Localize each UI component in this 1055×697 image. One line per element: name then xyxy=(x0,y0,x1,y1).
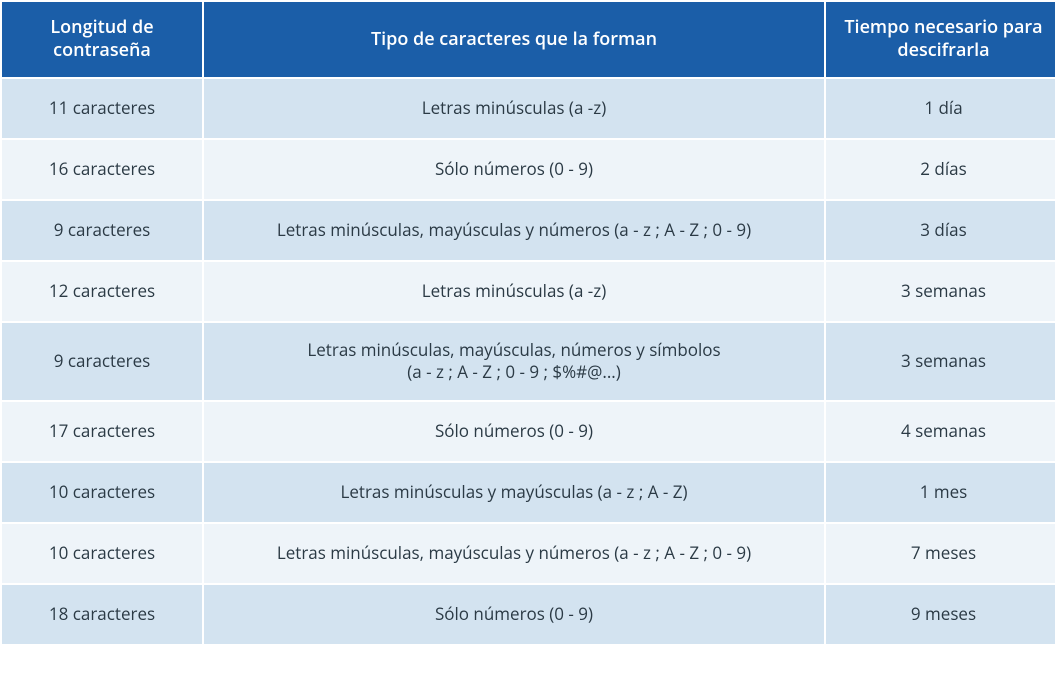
cell-type: Letras minúsculas y mayúsculas (a - z ; … xyxy=(204,463,824,522)
table-row: 16 caracteres Sólo números (0 - 9) 2 día… xyxy=(2,140,1055,199)
cell-length: 18 caracteres xyxy=(2,585,202,644)
cell-time: 3 semanas xyxy=(826,262,1055,321)
cell-type: Sólo números (0 - 9) xyxy=(204,402,824,461)
cell-type: Sólo números (0 - 9) xyxy=(204,140,824,199)
cell-type: Letras minúsculas, mayúsculas, números y… xyxy=(204,323,824,401)
cell-type: Letras minúsculas (a -z) xyxy=(204,79,824,138)
cell-time: 3 semanas xyxy=(826,323,1055,401)
cell-type: Letras minúsculas (a -z) xyxy=(204,262,824,321)
table-row: 12 caracteres Letras minúsculas (a -z) 3… xyxy=(2,262,1055,321)
cell-length: 10 caracteres xyxy=(2,463,202,522)
cell-length: 16 caracteres xyxy=(2,140,202,199)
password-crack-time-table: Longitud de contraseña Tipo de caractere… xyxy=(0,0,1055,646)
cell-length: 9 caracteres xyxy=(2,201,202,260)
table-row: 9 caracteres Letras minúsculas, mayúscul… xyxy=(2,201,1055,260)
cell-type: Sólo números (0 - 9) xyxy=(204,585,824,644)
col-header-length: Longitud de contraseña xyxy=(2,2,202,77)
cell-length: 11 caracteres xyxy=(2,79,202,138)
table-header: Longitud de contraseña Tipo de caractere… xyxy=(2,2,1055,77)
cell-time: 1 día xyxy=(826,79,1055,138)
cell-time: 3 días xyxy=(826,201,1055,260)
cell-length: 12 caracteres xyxy=(2,262,202,321)
cell-time: 1 mes xyxy=(826,463,1055,522)
cell-type: Letras minúsculas, mayúsculas y números … xyxy=(204,524,824,583)
cell-length: 9 caracteres xyxy=(2,323,202,401)
cell-time: 2 días xyxy=(826,140,1055,199)
col-header-type: Tipo de caracteres que la forman xyxy=(204,2,824,77)
cell-time: 4 semanas xyxy=(826,402,1055,461)
cell-length: 10 caracteres xyxy=(2,524,202,583)
col-header-time: Tiempo necesario para descifrarla xyxy=(826,2,1055,77)
table-row: 17 caracteres Sólo números (0 - 9) 4 sem… xyxy=(2,402,1055,461)
table-row: 10 caracteres Letras minúsculas y mayúsc… xyxy=(2,463,1055,522)
table-row: 9 caracteres Letras minúsculas, mayúscul… xyxy=(2,323,1055,401)
cell-time: 9 meses xyxy=(826,585,1055,644)
table-row: 10 caracteres Letras minúsculas, mayúscu… xyxy=(2,524,1055,583)
table-body: 11 caracteres Letras minúsculas (a -z) 1… xyxy=(2,79,1055,644)
cell-type: Letras minúsculas, mayúsculas y números … xyxy=(204,201,824,260)
table-row: 18 caracteres Sólo números (0 - 9) 9 mes… xyxy=(2,585,1055,644)
table-row: 11 caracteres Letras minúsculas (a -z) 1… xyxy=(2,79,1055,138)
cell-length: 17 caracteres xyxy=(2,402,202,461)
cell-time: 7 meses xyxy=(826,524,1055,583)
